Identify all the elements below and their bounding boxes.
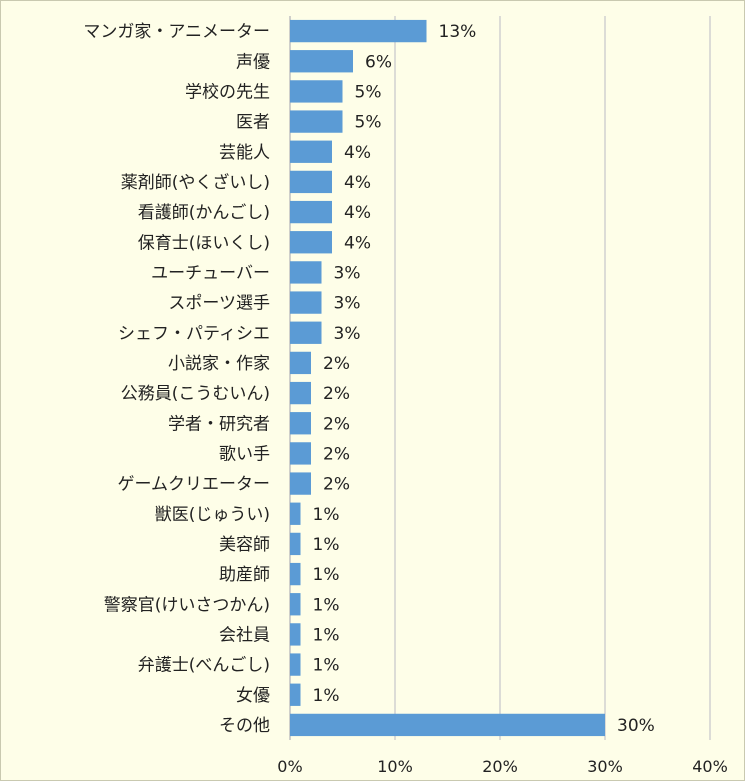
bar — [290, 562, 301, 586]
category-label: 弁護士(べんごし) — [138, 656, 270, 676]
data-label: 6% — [365, 52, 392, 72]
x-tick-label: 20% — [482, 757, 518, 776]
data-label: 4% — [344, 143, 371, 163]
bar — [290, 110, 343, 133]
bar — [290, 170, 332, 194]
bars — [290, 19, 605, 737]
bar — [290, 80, 343, 103]
data-label: 1% — [313, 535, 340, 555]
data-label: 2% — [323, 444, 350, 464]
data-label: 1% — [313, 625, 340, 645]
data-label: 13% — [439, 22, 477, 42]
bar — [290, 653, 301, 676]
data-label: 4% — [344, 233, 371, 253]
data-label: 2% — [323, 354, 350, 374]
data-label: 3% — [334, 294, 361, 314]
bar — [290, 532, 301, 556]
category-label: 美容師 — [219, 535, 270, 555]
category-label: 女優 — [236, 686, 270, 706]
bar — [290, 231, 332, 254]
category-label: ユーチューバー — [151, 263, 270, 283]
bar — [290, 19, 427, 43]
labels: 0% 10% 20% 30% 40% マンガ家・アニメーター 13% 声優 6% 学校の先生 5% 医… — [83, 22, 727, 776]
bar — [290, 50, 353, 73]
bar — [290, 623, 301, 646]
category-label: 薬剤師(やくざいし) — [121, 172, 270, 193]
category-label: 歌い手 — [219, 444, 270, 464]
x-tick-label: 10% — [377, 757, 413, 776]
bar — [290, 472, 311, 495]
data-label: 1% — [313, 565, 340, 585]
category-label: 声優 — [236, 52, 270, 72]
x-tick-label: 30% — [587, 757, 623, 776]
category-label: シェフ・パティシエ — [118, 324, 270, 344]
category-label: 芸能人 — [219, 143, 270, 163]
data-label: 5% — [355, 82, 382, 102]
x-tick-label: 40% — [692, 757, 728, 776]
bar — [290, 683, 301, 706]
data-label: 1% — [313, 686, 340, 706]
data-label: 4% — [344, 173, 371, 193]
category-label: スポーツ選手 — [168, 294, 270, 314]
bar — [290, 412, 311, 435]
data-label: 1% — [313, 595, 340, 615]
data-label: 4% — [344, 203, 371, 223]
data-label: 1% — [313, 505, 340, 525]
data-label: 30% — [617, 716, 655, 736]
bar — [290, 502, 301, 525]
bar — [290, 351, 311, 375]
bar — [290, 140, 332, 163]
category-label: 医者 — [236, 113, 270, 133]
category-label: 警察官(けいさつかん) — [104, 595, 270, 615]
bar — [290, 713, 605, 737]
data-label: 2% — [323, 384, 350, 404]
category-label: 学校の先生 — [185, 82, 270, 102]
category-label: その他 — [219, 716, 270, 736]
bar — [290, 442, 311, 465]
bar — [290, 200, 332, 224]
bar — [290, 261, 322, 284]
category-label: 保育士(ほいくし) — [138, 233, 270, 253]
bar — [290, 321, 322, 344]
category-label: 助産師 — [219, 565, 270, 585]
x-tick-label: 0% — [277, 757, 302, 776]
category-label: 学者・研究者 — [168, 414, 270, 434]
bar — [290, 381, 311, 405]
data-label: 3% — [334, 324, 361, 344]
category-label: ゲームクリエーター — [118, 475, 271, 495]
data-label: 3% — [334, 263, 361, 283]
data-label: 2% — [323, 414, 350, 434]
data-label: 5% — [355, 113, 382, 133]
data-label: 1% — [313, 656, 340, 676]
category-label: 小説家・作家 — [168, 354, 270, 374]
category-label: マンガ家・アニメーター — [83, 22, 270, 42]
category-label: 会社員 — [219, 625, 270, 645]
gridlines — [289, 16, 711, 740]
bar — [290, 291, 322, 314]
category-label: 公務員(こうむいん) — [121, 384, 270, 404]
bar — [290, 593, 301, 616]
category-label: 看護師(かんごし) — [138, 203, 270, 223]
category-label: 獣医(じゅうい) — [155, 505, 270, 525]
data-label: 2% — [323, 475, 350, 495]
